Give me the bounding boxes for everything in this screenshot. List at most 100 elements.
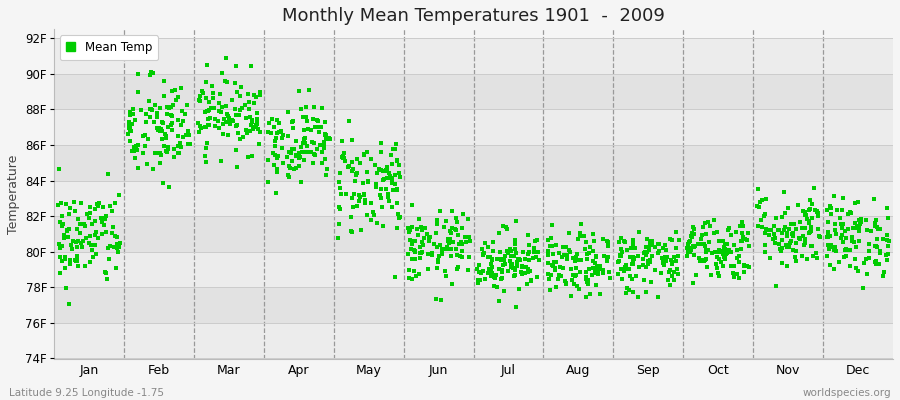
Point (171, 150, 185, 156)
Point (504, 264, 518, 270)
Point (400, 251, 415, 258)
Point (619, 290, 634, 296)
Point (216, 120, 230, 127)
Point (854, 219, 868, 225)
Point (494, 276, 508, 283)
Point (75, 244, 89, 250)
Point (410, 226, 425, 233)
Point (587, 238, 601, 244)
Point (365, 209, 380, 216)
Point (828, 221, 842, 227)
Point (310, 117, 325, 123)
Point (85, 246, 99, 253)
Point (357, 152, 372, 158)
Point (635, 256, 650, 262)
Point (443, 228, 457, 234)
Point (758, 230, 772, 236)
Point (304, 139, 319, 145)
Point (714, 259, 728, 266)
Point (834, 207, 849, 213)
Point (712, 273, 726, 279)
Point (806, 184, 821, 191)
Point (845, 225, 859, 231)
Point (768, 240, 782, 246)
Point (824, 211, 839, 217)
Point (269, 155, 284, 161)
Point (643, 259, 657, 266)
Point (827, 247, 842, 253)
Point (215, 104, 230, 111)
Point (585, 272, 599, 278)
Point (400, 224, 415, 231)
Point (236, 134, 250, 140)
Point (736, 223, 751, 229)
Point (356, 190, 371, 197)
Point (364, 156, 379, 162)
Point (198, 153, 212, 159)
Point (285, 119, 300, 125)
Point (750, 203, 764, 209)
Point (296, 140, 310, 146)
Point (297, 134, 311, 141)
Point (392, 174, 407, 180)
Point (130, 70, 145, 77)
Point (76, 237, 91, 244)
Point (282, 163, 296, 170)
Point (454, 225, 469, 232)
Point (402, 227, 417, 233)
Point (705, 250, 719, 256)
Point (103, 202, 117, 209)
Point (383, 173, 398, 179)
Point (485, 256, 500, 263)
Point (571, 236, 585, 242)
Point (450, 252, 464, 258)
Point (159, 133, 174, 140)
Point (759, 226, 773, 232)
Point (436, 251, 450, 258)
Point (755, 197, 770, 203)
Point (686, 280, 700, 286)
Point (139, 119, 153, 125)
Point (402, 236, 417, 243)
Point (73, 230, 87, 236)
Point (810, 208, 824, 214)
Point (589, 253, 603, 260)
Point (698, 256, 713, 263)
Point (68, 208, 83, 215)
Point (232, 107, 247, 114)
Point (882, 238, 896, 244)
Point (592, 266, 607, 272)
Point (431, 258, 446, 265)
Point (436, 246, 450, 253)
Point (170, 94, 184, 100)
Point (810, 255, 824, 261)
Point (659, 257, 673, 264)
Point (872, 261, 886, 267)
Point (340, 164, 355, 170)
Point (168, 86, 183, 93)
Point (171, 142, 185, 149)
Point (832, 259, 846, 265)
Point (625, 261, 639, 267)
Point (364, 217, 378, 223)
Point (698, 243, 712, 249)
Point (208, 116, 222, 122)
Point (702, 223, 716, 229)
Point (403, 227, 418, 234)
Point (430, 220, 445, 227)
Point (360, 149, 374, 155)
Point (657, 255, 671, 262)
Point (360, 168, 374, 175)
Point (543, 287, 557, 294)
Point (478, 276, 492, 282)
Point (821, 229, 835, 236)
Point (508, 246, 523, 252)
Point (789, 240, 804, 246)
Point (162, 105, 176, 111)
Point (221, 132, 236, 138)
Point (456, 211, 471, 217)
Point (802, 220, 816, 226)
Point (732, 259, 746, 265)
Point (651, 250, 665, 256)
Point (734, 222, 748, 229)
